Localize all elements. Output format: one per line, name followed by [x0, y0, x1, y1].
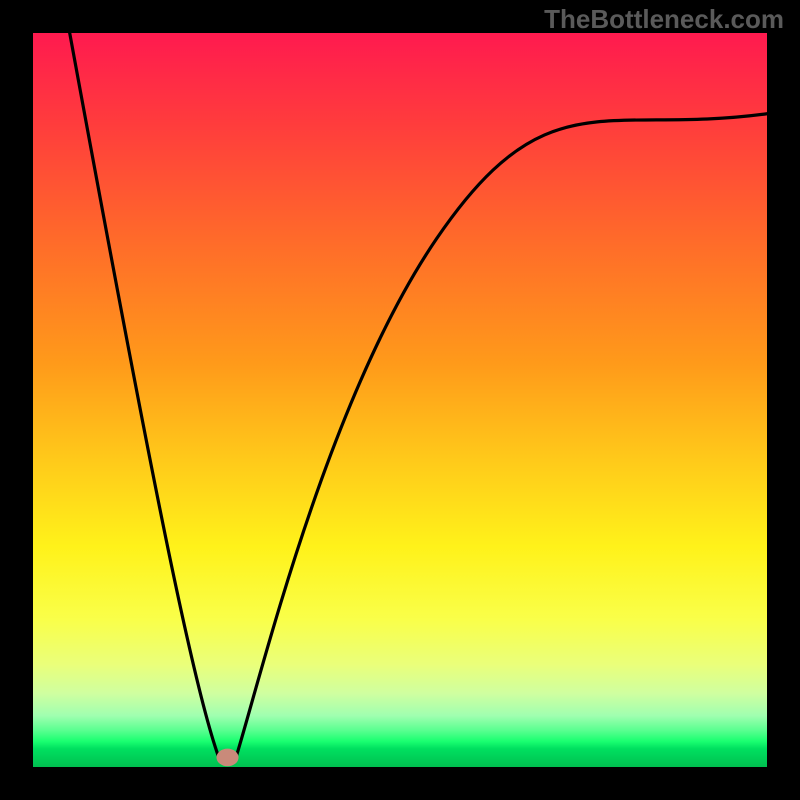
attribution-text: TheBottleneck.com — [544, 4, 784, 35]
bottleneck-chart — [33, 33, 767, 767]
optimal-point-marker — [217, 749, 239, 767]
chart-background — [33, 33, 767, 767]
